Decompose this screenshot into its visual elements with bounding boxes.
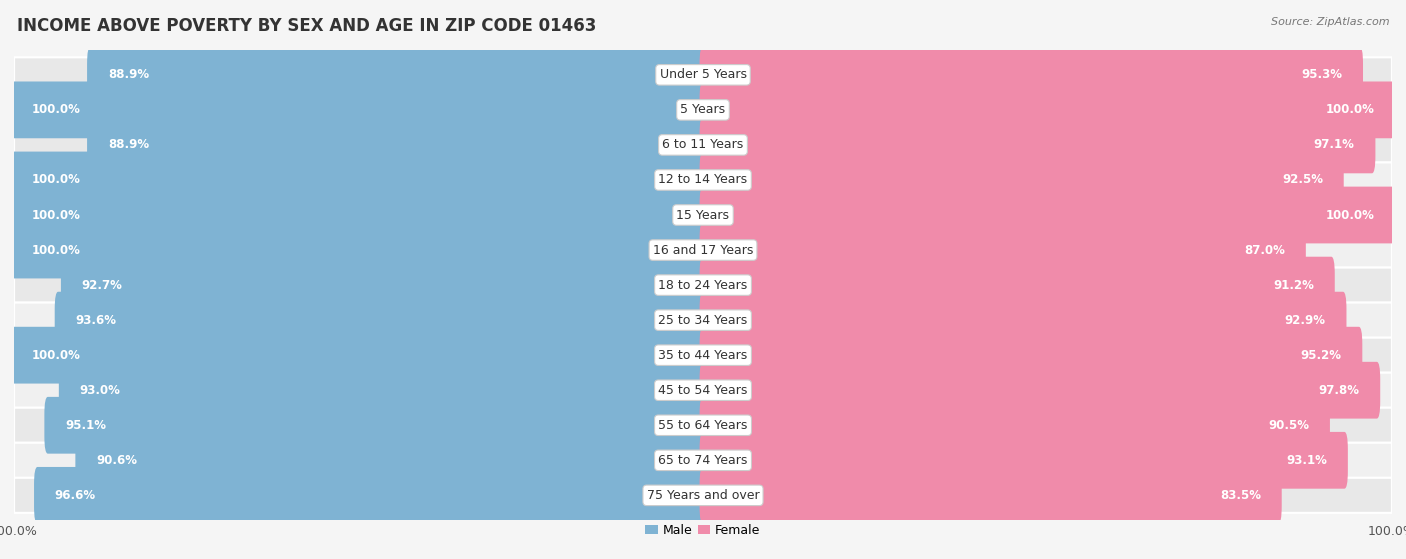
FancyBboxPatch shape [700,432,1348,489]
Text: 12 to 14 Years: 12 to 14 Years [658,173,748,187]
Text: 93.1%: 93.1% [1286,454,1327,467]
FancyBboxPatch shape [11,82,706,138]
Text: INCOME ABOVE POVERTY BY SEX AND AGE IN ZIP CODE 01463: INCOME ABOVE POVERTY BY SEX AND AGE IN Z… [17,17,596,35]
Text: 35 to 44 Years: 35 to 44 Years [658,349,748,362]
FancyBboxPatch shape [11,222,706,278]
Text: Under 5 Years: Under 5 Years [659,68,747,82]
FancyBboxPatch shape [45,397,706,454]
Text: 45 to 54 Years: 45 to 54 Years [658,383,748,397]
FancyBboxPatch shape [14,233,1392,268]
Text: 100.0%: 100.0% [31,244,80,257]
FancyBboxPatch shape [11,151,706,209]
FancyBboxPatch shape [700,327,1362,383]
FancyBboxPatch shape [14,163,1392,197]
FancyBboxPatch shape [14,338,1392,373]
FancyBboxPatch shape [11,187,706,243]
Text: 100.0%: 100.0% [1326,209,1375,221]
Text: 95.2%: 95.2% [1301,349,1341,362]
Text: 97.1%: 97.1% [1313,139,1355,151]
FancyBboxPatch shape [700,151,1344,209]
FancyBboxPatch shape [700,116,1375,173]
Text: 90.5%: 90.5% [1268,419,1309,432]
FancyBboxPatch shape [700,222,1306,278]
FancyBboxPatch shape [700,467,1282,524]
Text: 92.5%: 92.5% [1282,173,1323,187]
FancyBboxPatch shape [14,373,1392,408]
Text: 95.1%: 95.1% [65,419,105,432]
FancyBboxPatch shape [14,92,1392,127]
FancyBboxPatch shape [14,478,1392,513]
FancyBboxPatch shape [55,292,706,348]
FancyBboxPatch shape [700,187,1395,243]
Text: 65 to 74 Years: 65 to 74 Years [658,454,748,467]
Text: 5 Years: 5 Years [681,103,725,116]
FancyBboxPatch shape [14,443,1392,478]
Text: 91.2%: 91.2% [1274,278,1315,292]
FancyBboxPatch shape [14,127,1392,163]
Text: 100.0%: 100.0% [31,103,80,116]
FancyBboxPatch shape [700,292,1347,348]
FancyBboxPatch shape [700,46,1362,103]
Text: 90.6%: 90.6% [96,454,136,467]
FancyBboxPatch shape [11,327,706,383]
Text: 100.0%: 100.0% [1326,103,1375,116]
Text: 96.6%: 96.6% [55,489,96,502]
FancyBboxPatch shape [700,257,1334,314]
Text: 83.5%: 83.5% [1220,489,1261,502]
Text: 100.0%: 100.0% [31,173,80,187]
Text: 55 to 64 Years: 55 to 64 Years [658,419,748,432]
FancyBboxPatch shape [700,82,1395,138]
Text: 93.6%: 93.6% [76,314,117,326]
FancyBboxPatch shape [76,432,706,489]
Text: 16 and 17 Years: 16 and 17 Years [652,244,754,257]
Text: 92.7%: 92.7% [82,278,122,292]
Text: 75 Years and over: 75 Years and over [647,489,759,502]
Text: 15 Years: 15 Years [676,209,730,221]
Text: 18 to 24 Years: 18 to 24 Years [658,278,748,292]
FancyBboxPatch shape [14,58,1392,92]
Text: 6 to 11 Years: 6 to 11 Years [662,139,744,151]
Text: 97.8%: 97.8% [1319,383,1360,397]
FancyBboxPatch shape [60,257,706,314]
Text: 88.9%: 88.9% [108,68,149,82]
FancyBboxPatch shape [14,302,1392,338]
FancyBboxPatch shape [87,46,706,103]
FancyBboxPatch shape [87,116,706,173]
Text: 25 to 34 Years: 25 to 34 Years [658,314,748,326]
Text: 95.3%: 95.3% [1302,68,1343,82]
Text: 100.0%: 100.0% [31,209,80,221]
Text: 87.0%: 87.0% [1244,244,1285,257]
Text: 100.0%: 100.0% [31,349,80,362]
Text: 92.9%: 92.9% [1285,314,1326,326]
FancyBboxPatch shape [34,467,706,524]
Text: Source: ZipAtlas.com: Source: ZipAtlas.com [1271,17,1389,27]
Legend: Male, Female: Male, Female [641,519,765,542]
FancyBboxPatch shape [700,362,1381,419]
FancyBboxPatch shape [59,362,706,419]
Text: 93.0%: 93.0% [80,383,121,397]
FancyBboxPatch shape [14,408,1392,443]
FancyBboxPatch shape [700,397,1330,454]
FancyBboxPatch shape [14,197,1392,233]
FancyBboxPatch shape [14,268,1392,302]
Text: 88.9%: 88.9% [108,139,149,151]
